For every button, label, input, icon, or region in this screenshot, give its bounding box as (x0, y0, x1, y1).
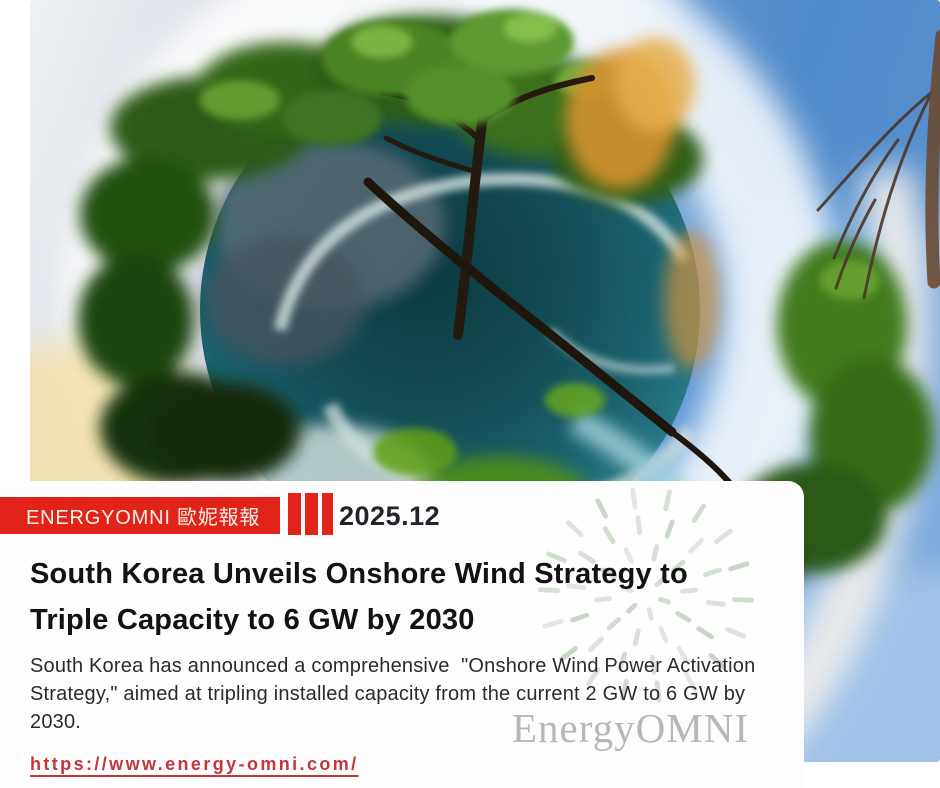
brand-banner-label: ENERGYOMNI 歐妮報報 (26, 507, 261, 529)
article-summary: South Korea has announced a comprehensiv… (30, 655, 756, 733)
website-link[interactable]: https://www.energy-omni.com/ (30, 754, 359, 774)
issue-date: 2025.12 (339, 501, 441, 531)
brand-banner: ENERGYOMNI 歐妮報報 (0, 497, 280, 534)
starburst-watermark (538, 487, 754, 703)
watermark-text: EnergyOMNI (512, 705, 749, 751)
article-card: EnergyOMNI ENERGYOMNI 歐妮報報 2025.12 South… (0, 481, 804, 788)
headline: South Korea Unveils Onshore Wind Strateg… (30, 558, 688, 636)
banner-bars-decoration (288, 493, 333, 535)
